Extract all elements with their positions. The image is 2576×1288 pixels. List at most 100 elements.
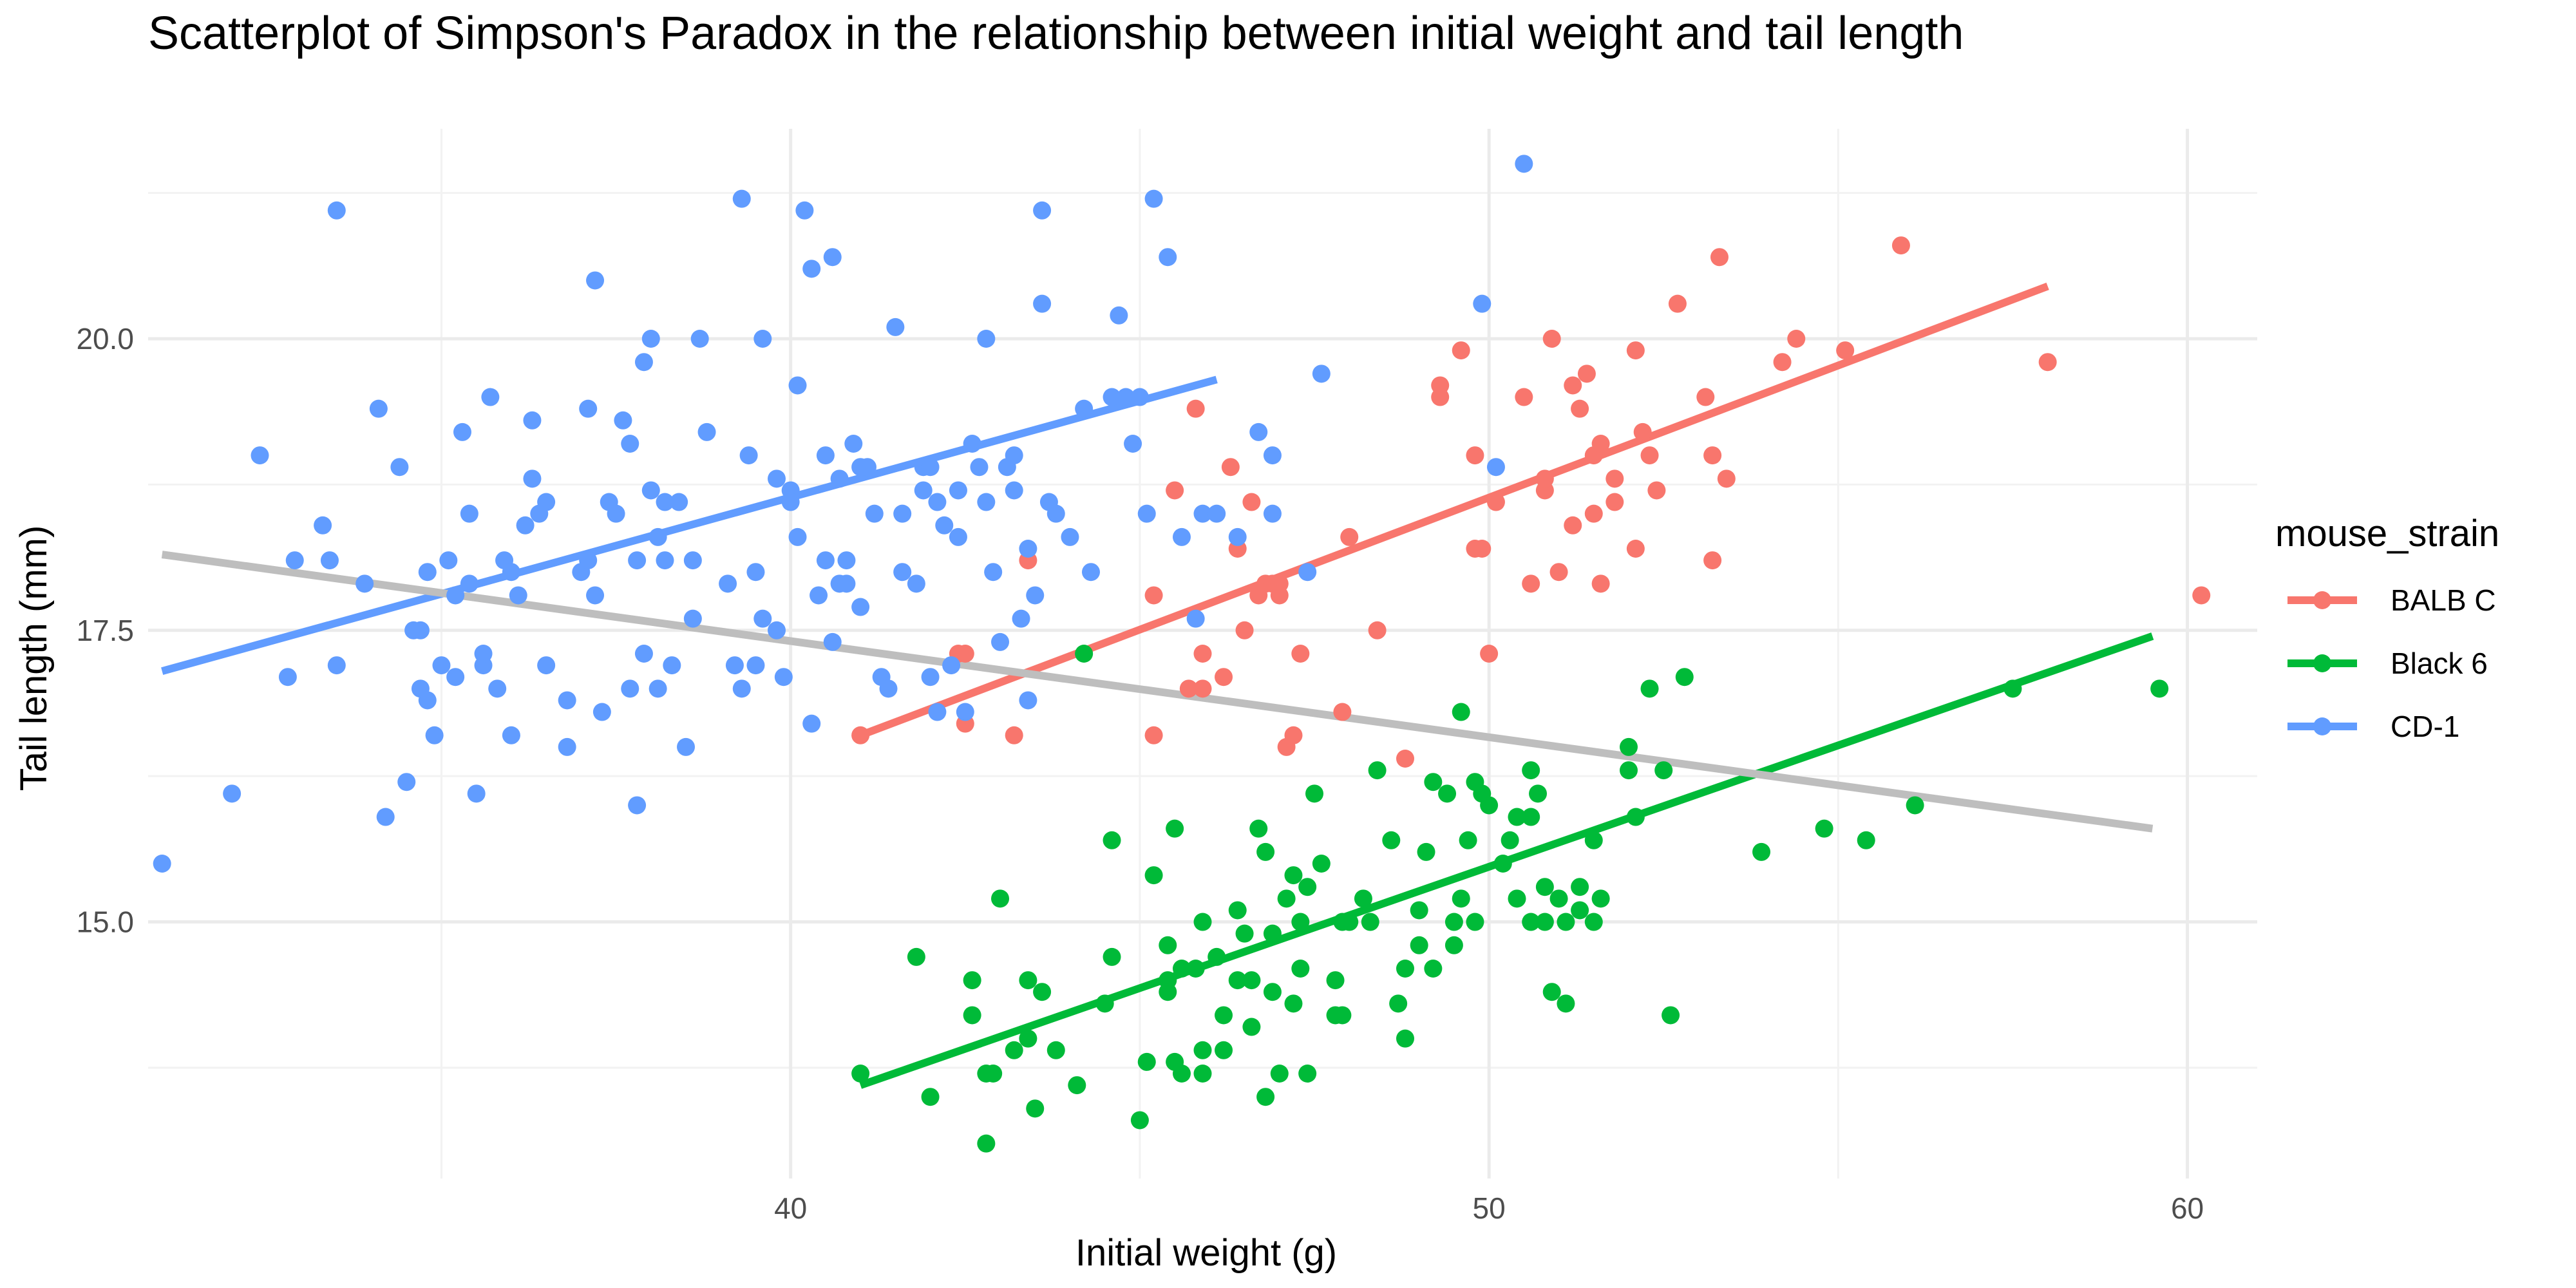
data-point-cd-1: [1103, 388, 1121, 406]
data-point-cd-1: [1312, 365, 1331, 383]
data-point-balb-c: [1626, 540, 1645, 558]
data-point-black-6: [1466, 913, 1484, 931]
data-point-cd-1: [879, 679, 898, 698]
data-point-cd-1: [837, 551, 856, 570]
data-point-cd-1: [683, 609, 702, 628]
data-point-cd-1: [1172, 527, 1191, 546]
data-point-cd-1: [788, 527, 807, 546]
data-point-balb-c: [1564, 516, 1582, 535]
data-point-balb-c: [1431, 388, 1450, 406]
data-point-cd-1: [1019, 540, 1037, 558]
data-point-cd-1: [781, 493, 800, 511]
data-point-black-6: [1103, 947, 1121, 966]
data-point-cd-1: [397, 773, 416, 791]
data-point-black-6: [1312, 855, 1331, 873]
data-point-black-6: [1508, 808, 1526, 826]
data-point-cd-1: [1186, 609, 1205, 628]
data-point-cd-1: [928, 703, 947, 721]
trend-line-overall: [161, 551, 2154, 833]
data-point-cd-1: [942, 656, 961, 675]
data-point-black-6: [1361, 913, 1379, 931]
data-point-black-6: [907, 947, 925, 966]
data-point-black-6: [963, 971, 981, 990]
data-point-black-6: [1019, 1029, 1037, 1048]
data-point-cd-1: [1012, 609, 1030, 628]
data-point-cd-1: [314, 516, 332, 535]
data-point-balb-c: [1480, 645, 1499, 663]
data-point-black-6: [1263, 983, 1282, 1001]
data-point-balb-c: [1549, 563, 1568, 582]
data-point-balb-c: [1221, 458, 1240, 477]
data-point-cd-1: [481, 388, 500, 406]
data-point-cd-1: [914, 481, 933, 500]
data-point-black-6: [1444, 913, 1463, 931]
data-point-black-6: [1417, 842, 1435, 861]
data-point-cd-1: [656, 493, 674, 511]
data-point-cd-1: [1061, 527, 1079, 546]
data-point-cd-1: [634, 645, 653, 663]
data-point-balb-c: [1633, 422, 1652, 441]
data-point-cd-1: [453, 422, 471, 441]
data-point-balb-c: [1577, 365, 1596, 383]
data-point-cd-1: [509, 586, 527, 605]
data-point-cd-1: [893, 563, 912, 582]
data-point-cd-1: [502, 563, 520, 582]
data-point-black-6: [1193, 913, 1212, 931]
data-point-balb-c: [1668, 294, 1687, 313]
data-point-cd-1: [1075, 399, 1094, 418]
data-point-cd-1: [251, 446, 269, 465]
data-point-balb-c: [1396, 750, 1414, 768]
data-point-cd-1: [837, 574, 856, 593]
data-point-black-6: [1242, 971, 1261, 990]
data-point-cd-1: [767, 621, 786, 639]
data-point-balb-c: [1605, 469, 1624, 488]
data-point-cd-1: [802, 260, 821, 278]
data-point-cd-1: [970, 458, 989, 477]
data-point-black-6: [1522, 761, 1540, 780]
data-point-cd-1: [1005, 481, 1023, 500]
legend-label: Black 6: [2391, 647, 2488, 680]
data-point-cd-1: [641, 330, 660, 348]
data-point-balb-c: [1193, 645, 1212, 663]
data-point-black-6: [1640, 679, 1659, 698]
data-point-black-6: [1193, 1041, 1212, 1059]
data-point-black-6: [1284, 994, 1303, 1013]
data-point-black-6: [1263, 924, 1282, 943]
data-point-black-6: [1501, 831, 1519, 849]
data-point-cd-1: [1473, 294, 1492, 313]
data-point-cd-1: [523, 469, 542, 488]
data-point-cd-1: [746, 563, 765, 582]
data-point-balb-c: [1703, 446, 1722, 465]
data-point-cd-1: [886, 317, 905, 336]
data-point-black-6: [1026, 1099, 1045, 1118]
data-point-black-6: [1752, 842, 1771, 861]
data-point-cd-1: [949, 481, 967, 500]
data-point-balb-c: [1473, 540, 1492, 558]
data-point-cd-1: [810, 586, 828, 605]
data-point-cd-1: [858, 458, 876, 477]
data-point-black-6: [1159, 936, 1177, 954]
trend-line-balb-c: [859, 282, 2049, 739]
data-point-balb-c: [1179, 679, 1198, 698]
data-point-balb-c: [1836, 341, 1855, 360]
data-point-balb-c: [1235, 621, 1254, 639]
data-point-black-6: [1291, 960, 1310, 978]
data-point-black-6: [1557, 994, 1575, 1013]
data-point-black-6: [1522, 913, 1540, 931]
data-point-cd-1: [278, 668, 297, 687]
legend-item-cd-1: CD-1: [2287, 710, 2459, 743]
data-point-black-6: [1452, 703, 1470, 721]
legend-items: BALB C Black 6 CD-1: [2287, 583, 2496, 743]
data-point-black-6: [1242, 1018, 1261, 1036]
data-point-balb-c: [1144, 586, 1163, 605]
data-point-cd-1: [725, 656, 744, 675]
data-point-cd-1: [991, 632, 1010, 651]
data-point-balb-c: [1710, 248, 1728, 267]
data-point-balb-c: [1626, 341, 1645, 360]
data-point-black-6: [1137, 1052, 1156, 1071]
data-point-cd-1: [621, 679, 639, 698]
data-point-cd-1: [592, 703, 611, 721]
legend-key-dot: [2313, 717, 2331, 735]
data-point-cd-1: [621, 435, 639, 453]
data-point-cd-1: [502, 726, 520, 744]
